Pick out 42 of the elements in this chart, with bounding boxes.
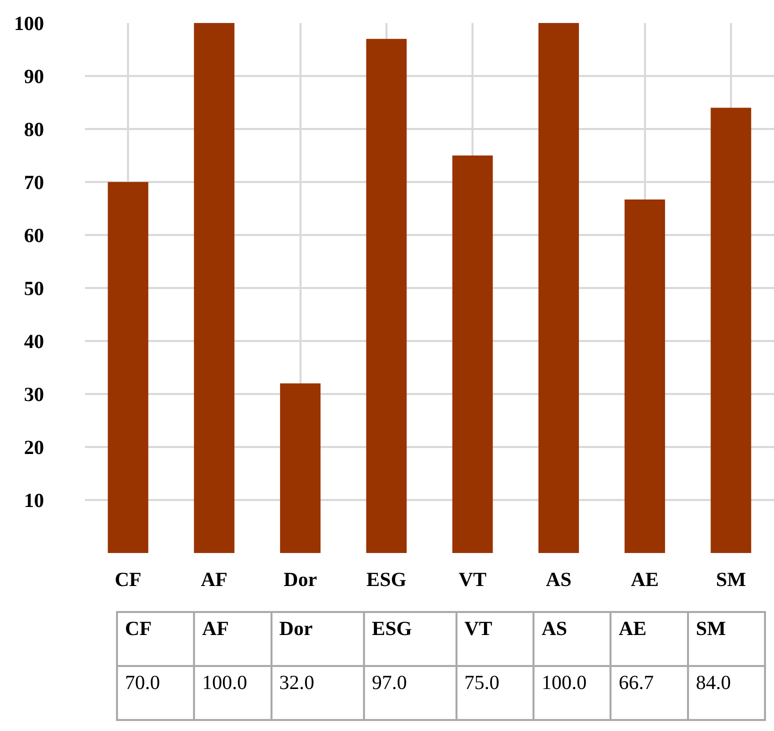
category-label: ESG <box>372 618 412 640</box>
y-tick-label: 30 <box>24 384 44 406</box>
y-tick-label: 20 <box>24 437 44 459</box>
y-tick-label: 60 <box>24 225 44 247</box>
bar <box>710 108 752 553</box>
bar <box>280 383 321 553</box>
x-tick-label: AS <box>546 569 572 591</box>
y-tick-label: 50 <box>24 278 44 300</box>
category-label: SM <box>696 618 726 640</box>
category-label: AE <box>618 618 647 640</box>
category-label: VT <box>464 618 492 640</box>
data-label: 66.7 <box>618 672 654 694</box>
bar <box>108 182 148 553</box>
y-tick-label: 80 <box>24 119 44 141</box>
category-label: Dor <box>279 618 313 640</box>
x-tick-label: AF <box>200 569 228 591</box>
x-tick-label: SM <box>716 569 746 591</box>
category-label: AF <box>202 618 229 640</box>
bar <box>538 23 579 553</box>
data-label: 70.0 <box>125 672 160 694</box>
category-label: CF <box>125 618 152 640</box>
y-tick-label: 10 <box>24 490 44 512</box>
data-label: 100.0 <box>202 672 248 694</box>
bar <box>194 23 234 553</box>
data-label: 97.0 <box>372 672 407 694</box>
data-label: 84.0 <box>696 672 731 694</box>
bar <box>452 156 493 553</box>
x-tick-label: ESG <box>366 569 407 591</box>
bar <box>624 199 666 553</box>
bar <box>366 38 407 553</box>
y-tick-label: 100 <box>14 13 44 35</box>
data-label: 32.0 <box>279 672 314 694</box>
y-tick-label: 90 <box>24 66 44 88</box>
y-tick-label: 40 <box>24 331 44 353</box>
x-tick-label: AE <box>630 569 659 591</box>
x-tick-label: Dor <box>284 569 318 591</box>
y-tick-label: 70 <box>24 172 44 194</box>
data-label: 75.0 <box>464 672 500 694</box>
x-tick-label: VT <box>458 569 488 591</box>
category-label: AS <box>542 618 568 640</box>
data-label: 100.0 <box>542 672 587 694</box>
x-tick-label: CF <box>114 569 142 591</box>
